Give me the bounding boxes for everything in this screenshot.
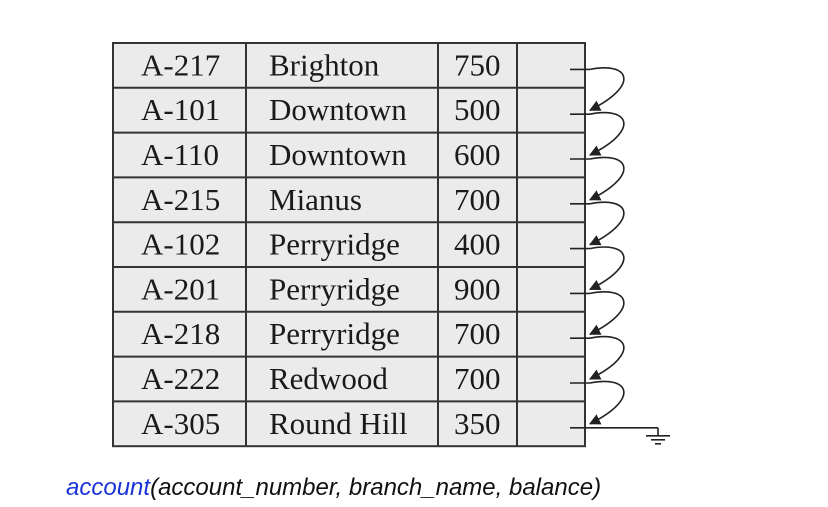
balance-cell: 600 <box>454 137 501 172</box>
account-number-cell: A-217 <box>141 47 220 82</box>
account-number-cell: A-218 <box>141 316 220 351</box>
account-number-cell: A-215 <box>141 182 220 217</box>
caption-close-paren: ) <box>593 474 602 501</box>
balance-cell: 500 <box>454 92 501 127</box>
next-pointer-arrow <box>588 67 625 111</box>
next-pointer-arrow <box>588 335 625 380</box>
branch-name-cell: Perryridge <box>269 227 400 262</box>
branch-name-cell: Round Hill <box>269 406 408 441</box>
balance-cell: 700 <box>454 316 501 351</box>
balance-cell: 750 <box>454 47 501 82</box>
pointer-chain <box>570 67 625 429</box>
relation-name: account <box>66 474 151 501</box>
next-pointer-arrow <box>588 201 625 246</box>
caption-open-paren: ( <box>150 474 159 501</box>
caption-attr-branch-name: branch_name <box>348 474 496 501</box>
branch-name-cell: Perryridge <box>269 271 400 306</box>
caption-separator: , <box>495 474 509 501</box>
branch-name-cell: Downtown <box>269 137 407 172</box>
record-table: A-217 Brighton 750 A-101 Downtown 500 A-110 Dow… <box>112 42 586 448</box>
account-number-cell: A-101 <box>141 92 220 127</box>
caption-attr-account-number: account_number <box>158 474 336 501</box>
caption-separator: , <box>335 474 349 501</box>
branch-name-cell: Brighton <box>269 47 380 82</box>
balance-cell: 700 <box>454 182 501 217</box>
branch-name-cell: Downtown <box>269 92 407 127</box>
null-pointer-ground-icon <box>590 426 670 445</box>
account-number-cell: A-110 <box>141 137 219 172</box>
caption-attr-balance: balance <box>508 474 594 501</box>
branch-name-cell: Redwood <box>269 361 388 396</box>
table-frame <box>112 42 586 448</box>
next-pointer-arrow <box>588 156 625 201</box>
relation-schema-caption: account(account_number, branch_name, bal… <box>66 474 601 502</box>
account-number-cell: A-201 <box>141 271 220 306</box>
next-pointer-arrow <box>588 246 625 291</box>
next-pointer-arrow <box>588 111 625 156</box>
balance-cell: 350 <box>454 406 501 441</box>
branch-name-cell: Mianus <box>269 182 362 217</box>
account-number-cell: A-305 <box>141 406 220 441</box>
next-pointer-arrow <box>588 291 625 335</box>
account-number-cell: A-102 <box>141 227 220 262</box>
branch-name-cell: Perryridge <box>269 316 400 351</box>
balance-cell: 400 <box>454 227 501 262</box>
balance-cell: 900 <box>454 271 501 306</box>
next-pointer-arrow <box>588 380 625 425</box>
balance-cell: 700 <box>454 361 501 396</box>
account-number-cell: A-222 <box>141 361 220 396</box>
